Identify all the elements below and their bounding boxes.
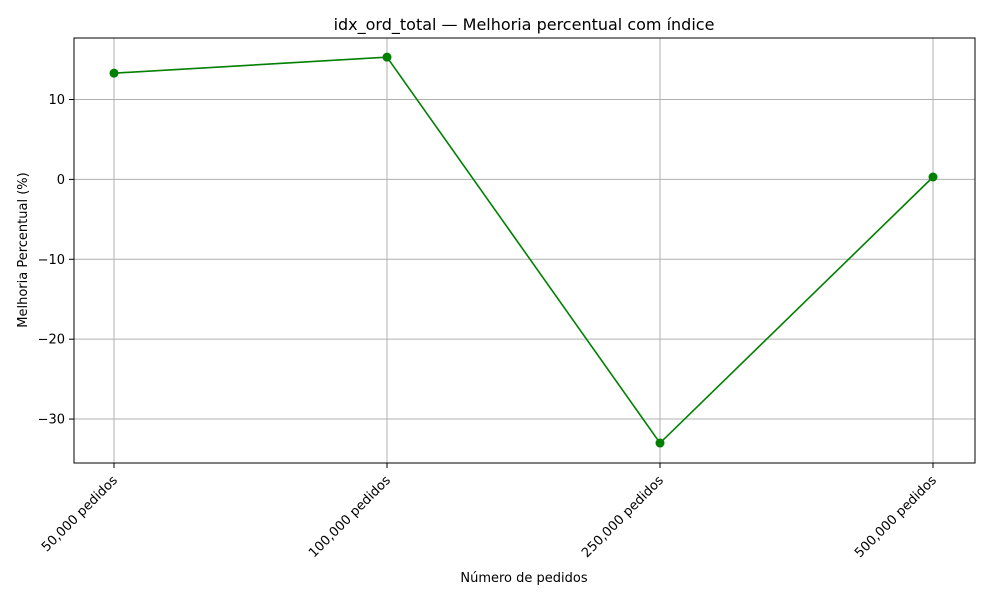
- y-tick-label: −10: [38, 253, 65, 268]
- x-tick-label: 50,000 pedidos: [39, 473, 121, 555]
- plot-frame: [73, 37, 976, 464]
- y-tick-label: −30: [38, 413, 65, 428]
- chart-title: idx_ord_total — Melhoria percentual com …: [334, 15, 715, 35]
- y-tick-label: 0: [57, 173, 65, 188]
- y-axis-ticks: 10 0 −10 −20 −30: [38, 93, 74, 428]
- y-tick-label: 10: [48, 93, 65, 108]
- series-group: [109, 52, 938, 448]
- data-point: [928, 172, 938, 182]
- data-point: [655, 438, 665, 448]
- data-point: [109, 68, 119, 78]
- x-axis-ticks: 50,000 pedidos 100,000 pedidos 250,000 ped…: [39, 463, 940, 561]
- y-axis-label: Melhoria Percentual (%): [16, 172, 31, 327]
- x-tick-label: 100,000 pedidos: [306, 473, 394, 561]
- y-tick-label: −20: [38, 333, 65, 348]
- x-tick-label: 250,000 pedidos: [579, 473, 667, 561]
- x-tick-label: 500,000 pedidos: [852, 473, 940, 561]
- data-point: [382, 52, 392, 62]
- x-axis-label: Número de pedidos: [460, 571, 587, 586]
- series-line: [113, 56, 934, 445]
- grid-lines: [74, 38, 975, 463]
